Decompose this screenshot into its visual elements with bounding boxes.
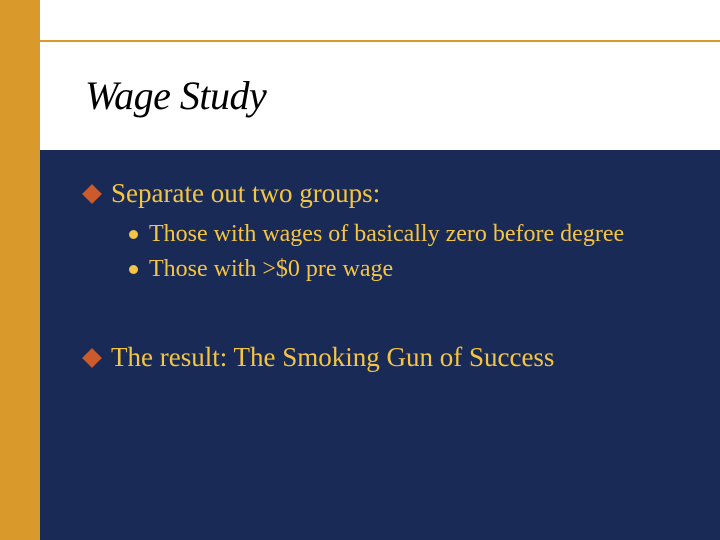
accent-sidebar <box>0 0 40 540</box>
bullet-text: Separate out two groups: <box>111 177 380 211</box>
sub-bullet-item: Those with >$0 pre wage <box>129 254 685 285</box>
bullet-item: Separate out two groups: <box>85 177 685 211</box>
sub-bullet-text: Those with >$0 pre wage <box>149 254 393 285</box>
dot-bullet-icon <box>129 230 138 239</box>
bullet-text: The result: The Smoking Gun of Success <box>111 341 554 375</box>
header-rule <box>40 40 720 42</box>
sub-bullet-item: Those with wages of basically zero befor… <box>129 219 685 250</box>
sub-bullet-list: Those with wages of basically zero befor… <box>129 219 685 285</box>
slide-body: Separate out two groups: Those with wage… <box>85 177 685 383</box>
dot-bullet-icon <box>129 265 138 274</box>
sub-bullet-text: Those with wages of basically zero befor… <box>149 219 624 250</box>
diamond-bullet-icon <box>82 184 102 204</box>
diamond-bullet-icon <box>82 348 102 368</box>
slide-title: Wage Study <box>85 72 266 119</box>
bullet-item: The result: The Smoking Gun of Success <box>85 341 685 375</box>
